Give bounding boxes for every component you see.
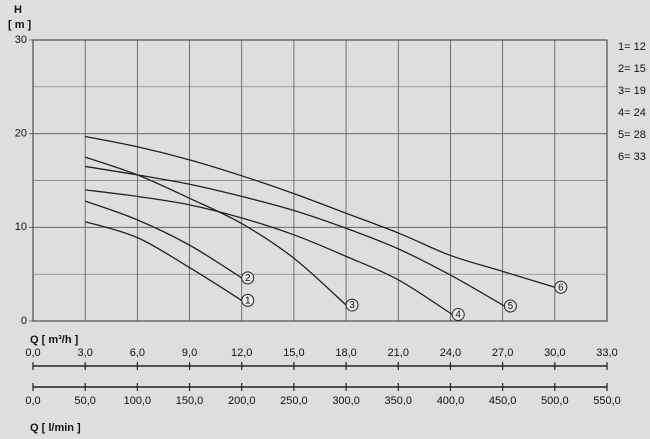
curve-label: 3 bbox=[349, 300, 355, 311]
x-tick-label: 3,0 bbox=[78, 347, 93, 359]
x2-tick-label: 50,0 bbox=[74, 395, 95, 407]
pump-curve bbox=[84, 221, 243, 301]
curve-label: 1 bbox=[245, 296, 251, 307]
curve-label: 5 bbox=[508, 301, 514, 312]
curve-label-circle bbox=[451, 307, 465, 321]
curve-label-circle bbox=[554, 280, 568, 294]
legend-entry: 6= 33 bbox=[618, 151, 646, 163]
x-tick-label: 15,0 bbox=[283, 347, 304, 359]
x-tick-label: 27,0 bbox=[492, 347, 513, 359]
x-tick-label: 33,0 bbox=[596, 347, 617, 359]
x2-tick-label: 450,0 bbox=[489, 395, 517, 407]
curve-label-circle bbox=[241, 271, 255, 285]
curve-label: 4 bbox=[455, 310, 461, 321]
curve-label: 2 bbox=[245, 273, 251, 284]
x2-tick-label: 400,0 bbox=[437, 395, 465, 407]
y-axis-label: H bbox=[14, 4, 22, 16]
x2-tick-label: 300,0 bbox=[332, 395, 360, 407]
x-tick-label: 6,0 bbox=[130, 347, 145, 359]
curve-label-circle bbox=[241, 293, 255, 307]
x2-tick-label: 150,0 bbox=[176, 395, 204, 407]
legend-entry: 3= 19 bbox=[618, 85, 646, 97]
x2-tick-label: 350,0 bbox=[385, 395, 413, 407]
x-tick-label: 21,0 bbox=[388, 347, 409, 359]
legend-entry: 4= 24 bbox=[618, 107, 646, 119]
legend-entry: 1= 12 bbox=[618, 41, 646, 53]
x2-tick-label: 550,0 bbox=[593, 395, 621, 407]
pump-curve bbox=[85, 189, 453, 315]
y-axis-unit: [ m ] bbox=[8, 19, 32, 31]
plot-frame bbox=[32, 39, 608, 322]
x-tick-label: 18,0 bbox=[335, 347, 356, 359]
x2-tick-label: 100,0 bbox=[124, 395, 152, 407]
y-tick-label: 10 bbox=[15, 221, 27, 233]
x-tick-label: 12,0 bbox=[231, 347, 252, 359]
y-tick-label: 0 bbox=[21, 315, 27, 327]
x2-tick-label: 0,0 bbox=[25, 395, 40, 407]
pump-curve bbox=[85, 135, 556, 288]
pump-curve bbox=[85, 165, 505, 307]
legend-entry: 2= 15 bbox=[618, 63, 646, 75]
y-tick-label: 20 bbox=[15, 128, 27, 140]
x-axis-label: Q [ m³/h ] bbox=[30, 334, 79, 346]
x-tick-label: 0,0 bbox=[25, 347, 40, 359]
legend-entry: 5= 28 bbox=[618, 129, 646, 141]
x2-axis-label: Q [ l/min ] bbox=[30, 422, 81, 434]
x2-tick-label: 200,0 bbox=[228, 395, 256, 407]
x-tick-label: 9,0 bbox=[182, 347, 197, 359]
pump-curve bbox=[84, 200, 243, 279]
x2-tick-label: 250,0 bbox=[280, 395, 308, 407]
curve-label: 6 bbox=[558, 282, 564, 293]
x2-tick-label: 500,0 bbox=[541, 395, 569, 407]
curve-label-circle bbox=[345, 298, 359, 312]
curve-label-circle bbox=[503, 299, 517, 313]
y-tick-label: 30 bbox=[15, 34, 27, 46]
x-tick-label: 24,0 bbox=[440, 347, 461, 359]
x-tick-label: 30,0 bbox=[544, 347, 565, 359]
